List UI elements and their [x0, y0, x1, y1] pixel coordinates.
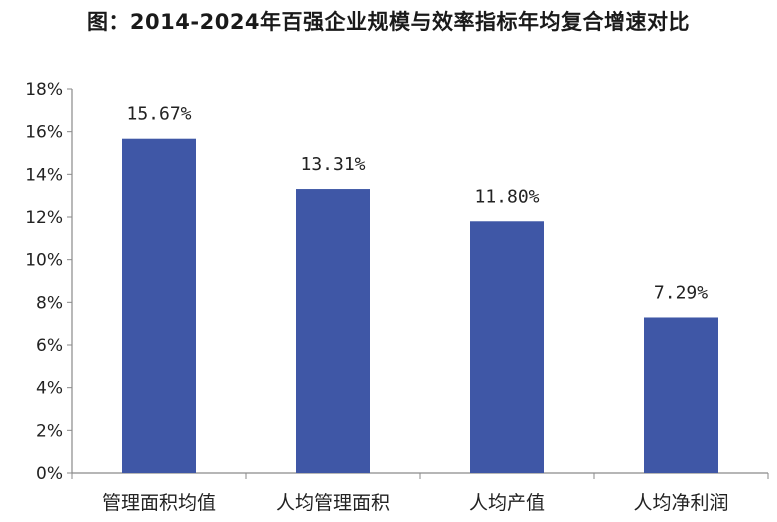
y-tick-label: 4%	[36, 379, 63, 399]
data-label: 15.67%	[126, 104, 191, 125]
data-label: 13.31%	[300, 154, 365, 175]
chart-title: 图：2014-2024年百强企业规模与效率指标年均复合增速对比	[86, 10, 691, 34]
bar	[296, 189, 370, 473]
y-tick-label: 14%	[25, 165, 63, 185]
data-label: 11.80%	[474, 186, 539, 207]
bar	[644, 317, 718, 473]
x-tick-label: 人均产值	[469, 492, 545, 514]
bar	[470, 221, 544, 473]
bar	[122, 138, 196, 473]
y-tick-label: 0%	[36, 464, 63, 484]
y-tick-label: 2%	[36, 421, 63, 441]
y-tick-label: 6%	[36, 336, 63, 356]
bars	[122, 138, 718, 473]
x-tick-label: 人均管理面积	[276, 492, 390, 514]
x-tick-label: 人均净利润	[633, 492, 728, 514]
data-labels: 15.67% 13.31% 11.80% 7.29%	[126, 104, 708, 304]
x-axis: 管理面积均值 人均管理面积 人均产值 人均净利润	[71, 472, 769, 514]
y-tick-label: 10%	[25, 251, 63, 271]
y-tick-label: 12%	[25, 208, 63, 228]
y-tick-label: 16%	[25, 123, 63, 143]
x-tick-label: 管理面积均值	[102, 492, 216, 514]
y-tick-label: 8%	[36, 293, 63, 313]
data-label: 7.29%	[654, 282, 708, 303]
y-axis: 0% 2% 4% 6% 8% 10% 12% 14% 16% 18%	[25, 80, 73, 484]
y-tick-label: 18%	[25, 80, 63, 100]
